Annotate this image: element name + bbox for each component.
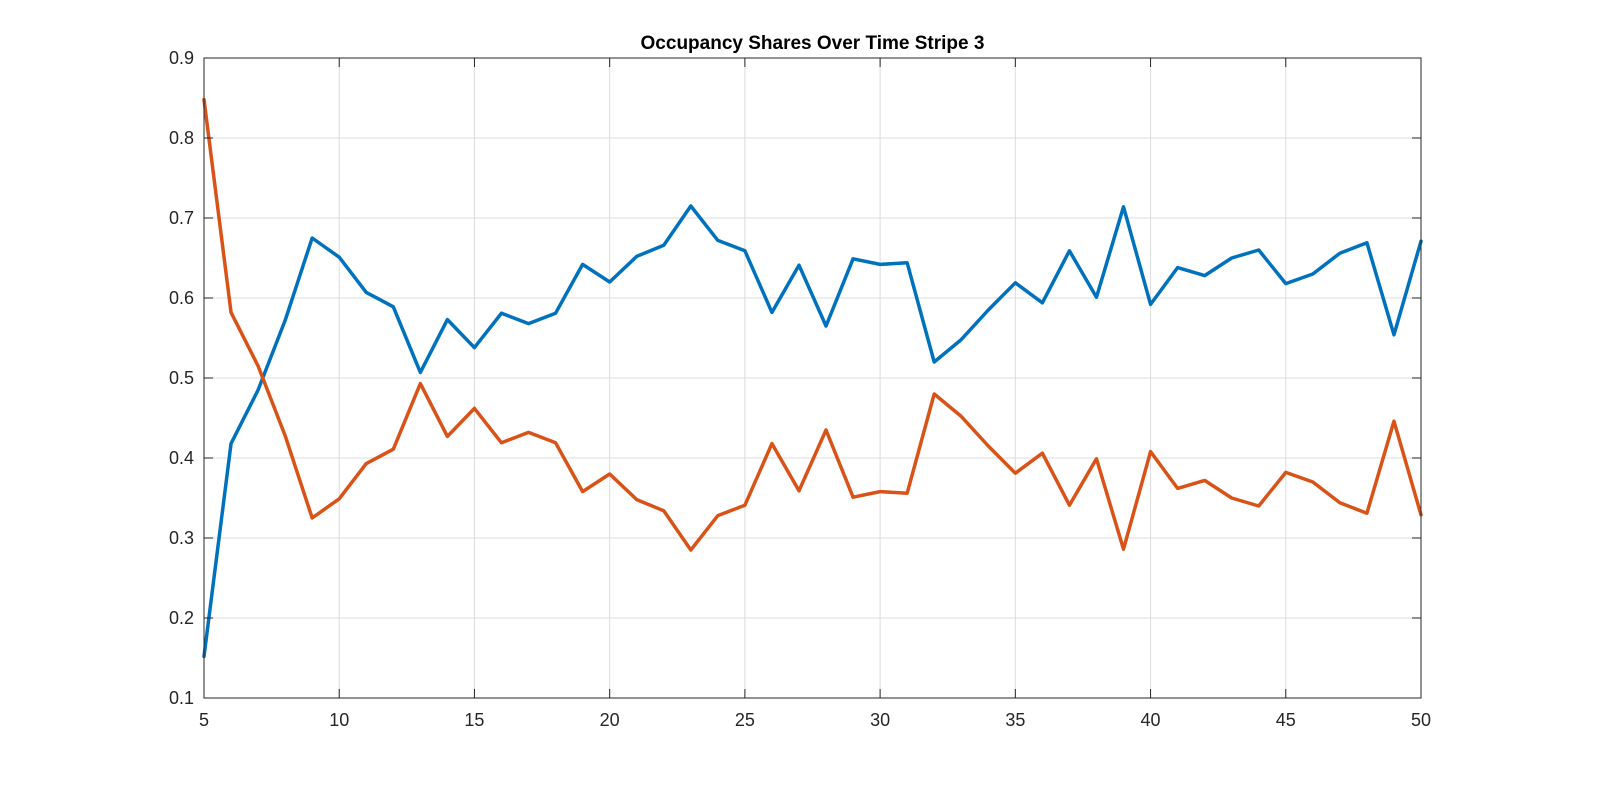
y-tick-label: 0.2	[169, 608, 194, 628]
x-tick-label: 15	[464, 710, 484, 730]
x-tick-label: 45	[1276, 710, 1296, 730]
y-tick-label: 0.1	[169, 688, 194, 708]
y-tick-label: 0.3	[169, 528, 194, 548]
x-tick-label: 35	[1005, 710, 1025, 730]
series-line-1	[202, 204, 1423, 659]
series-lines	[202, 97, 1423, 659]
x-tick-label: 30	[870, 710, 890, 730]
x-tick-label: 25	[735, 710, 755, 730]
x-tick-label: 40	[1141, 710, 1161, 730]
x-tick-label: 50	[1411, 710, 1431, 730]
y-tick-label: 0.4	[169, 448, 194, 468]
y-tick-label: 0.5	[169, 368, 194, 388]
chart-title: Occupancy Shares Over Time Stripe 3	[641, 33, 985, 54]
x-tick-label: 20	[600, 710, 620, 730]
series-line-2	[202, 97, 1423, 552]
y-tick-label: 0.8	[169, 128, 194, 148]
y-tick-label: 0.7	[169, 208, 194, 228]
x-tick-label: 5	[199, 710, 209, 730]
y-tick-label: 0.9	[169, 48, 194, 68]
y-tick-label: 0.6	[169, 288, 194, 308]
axis-ticks: 5 10 15 20 25 30 35 40 45 50 0.1 0.2 0.3 0.4 0.5 0.6 0.7…	[169, 48, 1431, 730]
x-tick-label: 10	[329, 710, 349, 730]
